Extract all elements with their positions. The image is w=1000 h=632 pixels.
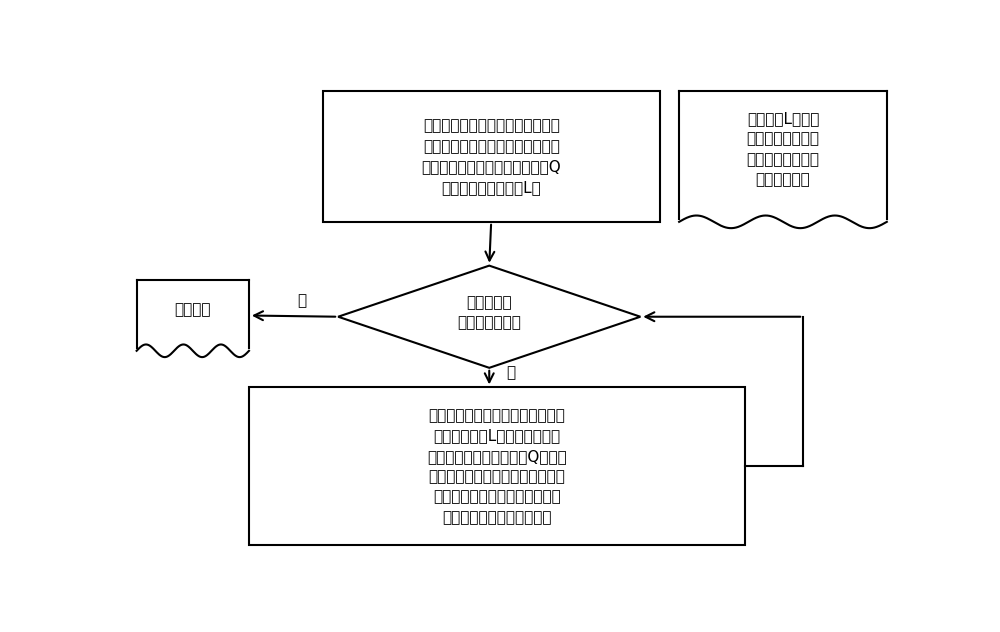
Text: 状态队列L中存储
了当前与扫描线相
交的所有线段，指
定顺序存储。: 状态队列L中存储 了当前与扫描线相 交的所有线段，指 定顺序存储。 [746, 111, 819, 188]
Bar [323, 92, 660, 222]
Text: 事件队列中
是否有事件点？: 事件队列中 是否有事件点？ [457, 295, 521, 331]
Bar [679, 92, 887, 222]
Text: 是: 是 [506, 365, 516, 380]
Text: 没有干涉: 没有干涉 [175, 302, 211, 317]
Bar [137, 280, 249, 351]
Bar [249, 387, 745, 545]
Polygon shape [338, 265, 640, 368]
Text: 取出最小事件点，处理此事件点，
更新状态队列L，如果有交点产
生，将交点插入事件队列Q的适当
位置。如果产生的交点的两个线段
分别来自工件路径和刀具外侧路
径，: 取出最小事件点，处理此事件点， 更新状态队列L，如果有交点产 生，将交点插入事件… [427, 408, 567, 525]
Text: 将原有工件路径线段和刀具外侧路
径组成的线段的端点按从左到右，
从上到下的顺序存储到事件队列Q
中。初始化状态队列L。: 将原有工件路径线段和刀具外侧路 径组成的线段的端点按从左到右， 从上到下的顺序存… [421, 119, 561, 195]
Text: 否: 否 [297, 294, 306, 308]
